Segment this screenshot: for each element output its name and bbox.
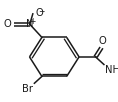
Text: +: + (30, 17, 36, 26)
Text: O: O (3, 19, 11, 29)
Text: N: N (26, 19, 34, 29)
Text: Br: Br (22, 84, 33, 94)
Text: −: − (38, 7, 44, 16)
Text: O: O (35, 8, 43, 18)
Text: NH₂: NH₂ (105, 65, 118, 75)
Text: O: O (98, 36, 106, 46)
